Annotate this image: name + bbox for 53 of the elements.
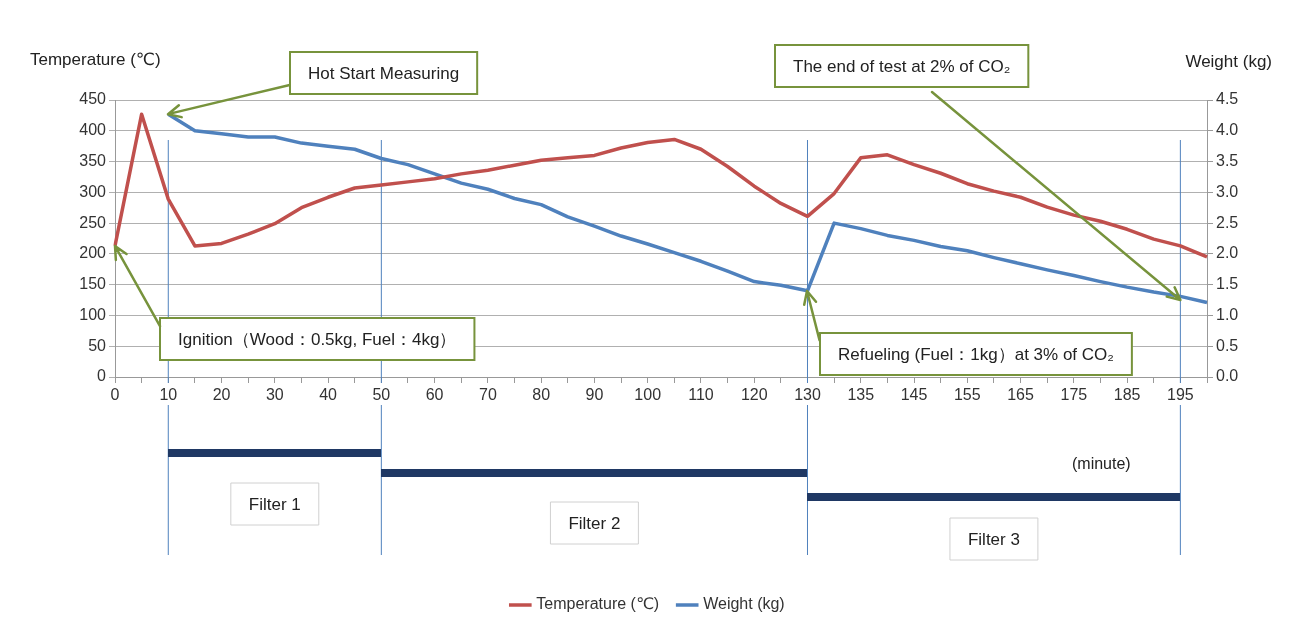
x-tick-label: 100 <box>634 386 662 404</box>
x-tick-label: 130 <box>794 386 821 404</box>
y-tick-label: 200 <box>79 244 107 262</box>
annotation: Hot Start Measuring <box>308 63 460 83</box>
y-tick-label: 50 <box>88 336 107 354</box>
y-tick-label: 100 <box>79 305 107 323</box>
x-tick-label: 155 <box>953 386 981 404</box>
x-tick-label: 30 <box>265 386 284 404</box>
legend-label: Temperature (℃) <box>536 595 660 613</box>
x-tick-label: 70 <box>478 386 497 404</box>
y2-tick-label: 0.0 <box>1216 367 1239 385</box>
x-tick-label: 60 <box>425 386 444 404</box>
y-tick-label: 0 <box>97 367 107 385</box>
x-tick-label: 90 <box>585 386 604 404</box>
y2-tick-label: 0.5 <box>1216 336 1239 354</box>
x-tick-label: 195 <box>1167 386 1194 404</box>
annotation: The end of test at 2% of CO₂ <box>793 56 1011 76</box>
y-tick-label: 400 <box>79 121 107 139</box>
y-tick-label: 450 <box>79 90 107 108</box>
y2-tick-label: 4.0 <box>1216 121 1239 139</box>
y2-tick-label: 2.5 <box>1216 213 1239 231</box>
y2-axis-title: Weight (kg) <box>1185 51 1272 71</box>
x-tick-label: 10 <box>159 386 178 404</box>
y2-tick-label: 3.5 <box>1216 151 1239 169</box>
y2-tick-label: 4.5 <box>1216 90 1239 108</box>
annotation: Refueling (Fuel：1kg）at 3% of CO₂ <box>838 344 1114 364</box>
x-tick-label: 50 <box>372 386 391 404</box>
annotation: Ignition（Wood：0.5kg, Fuel：4kg） <box>178 329 457 349</box>
text: Filter 1 <box>248 494 301 514</box>
x-tick-label: 20 <box>212 386 231 404</box>
x-tick-label: 40 <box>319 386 338 404</box>
x-tick-label: 0 <box>110 386 120 404</box>
y-axis-title: Temperature (℃) <box>30 49 161 69</box>
x-tick-label: 175 <box>1060 386 1088 404</box>
y-tick-label: 350 <box>79 151 107 169</box>
x-tick-label: 135 <box>847 386 875 404</box>
y-tick-label: 300 <box>79 182 107 200</box>
x-tick-label: 80 <box>532 386 551 404</box>
x-tick-label: 145 <box>900 386 928 404</box>
x-tick-label: 110 <box>688 386 714 404</box>
y-tick-label: 150 <box>79 275 107 293</box>
y2-tick-label: 2.0 <box>1216 244 1239 262</box>
text: Filter 3 <box>967 529 1020 549</box>
y2-tick-label: 3.0 <box>1216 182 1239 200</box>
y2-tick-label: 1.5 <box>1216 275 1239 293</box>
x-tick-label: 185 <box>1113 386 1141 404</box>
x-axis-title: (minute) <box>1072 455 1131 473</box>
x-tick-label: 165 <box>1007 386 1035 404</box>
x-tick-label: 120 <box>740 386 768 404</box>
text: Filter 2 <box>568 513 621 533</box>
y2-tick-label: 1.0 <box>1216 305 1239 323</box>
legend-label: Weight (kg) <box>703 595 785 613</box>
y-tick-label: 250 <box>79 213 107 231</box>
